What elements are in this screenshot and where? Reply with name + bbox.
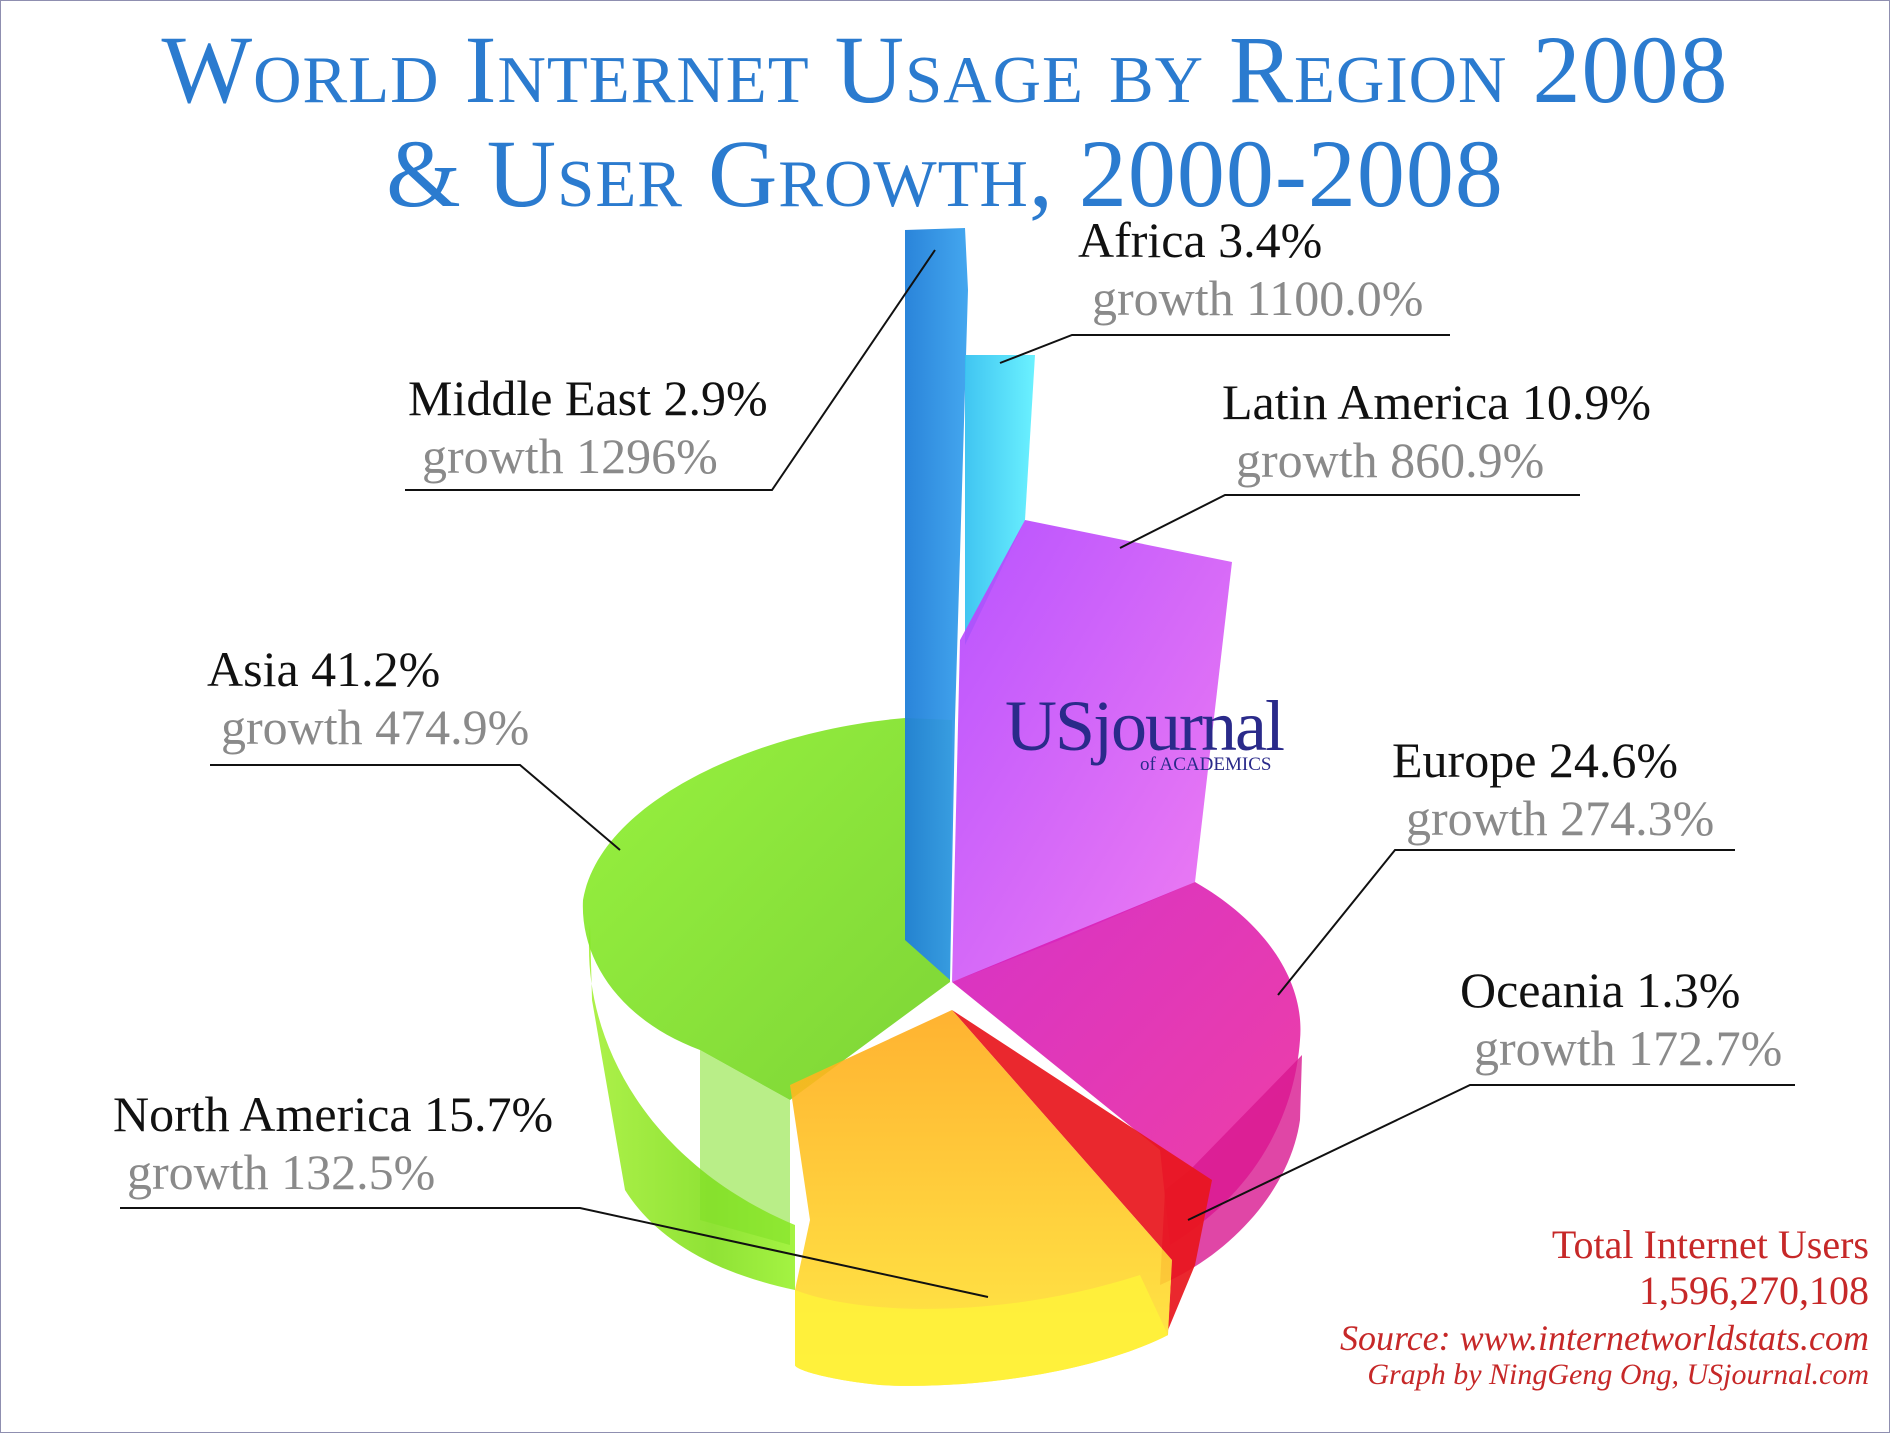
label-africa-name: Africa 3.4%: [1078, 212, 1323, 268]
label-oceania-growth: growth 172.7%: [1474, 1020, 1783, 1076]
label-north-america: North America 15.7% growth 132.5%: [113, 1085, 553, 1201]
label-middle-east-growth: growth 1296%: [422, 428, 718, 484]
leader-oceania: [1187, 1084, 1795, 1221]
label-latin-america-name: Latin America 10.9%: [1222, 374, 1652, 430]
label-latin-america-growth: growth 860.9%: [1236, 432, 1545, 488]
leader-africa: [999, 334, 1450, 364]
label-latin-america: Latin America 10.9% growth 860.9%: [1222, 373, 1651, 489]
label-north-america-growth: growth 132.5%: [127, 1144, 436, 1200]
label-middle-east-name: Middle East 2.9%: [408, 370, 768, 426]
label-europe: Europe 24.6% growth 274.3%: [1392, 731, 1714, 847]
label-middle-east: Middle East 2.9% growth 1296%: [408, 369, 768, 485]
leader-middle-east: [405, 249, 936, 491]
slice-asia-wall: [588, 925, 795, 1290]
slice-north-america-wall: [795, 1275, 1168, 1386]
slice-middle-east: [905, 228, 968, 980]
label-africa: Africa 3.4% growth 1100.0%: [1078, 211, 1423, 327]
label-europe-growth: growth 274.3%: [1406, 790, 1715, 846]
leader-latin-america: [1119, 494, 1580, 549]
slice-asia-inner: [700, 1050, 790, 1245]
label-europe-name: Europe 24.6%: [1392, 732, 1679, 788]
title-line-2: & User Growth, 2000-2008: [386, 120, 1504, 227]
title-line-1: World Internet Usage by Region 2008: [161, 16, 1729, 123]
label-asia-growth: growth 474.9%: [221, 699, 530, 755]
pie-slices: [582, 228, 1302, 1386]
label-africa-growth: growth 1100.0%: [1092, 270, 1424, 326]
leader-asia: [210, 764, 621, 851]
slice-north-america: [790, 1010, 1172, 1386]
leader-north-america: [120, 1207, 989, 1298]
graph-credit: Graph by NingGeng Ong, USjournal.com: [1367, 1358, 1869, 1391]
usjournal-logo-subtitle: of ACADEMICS: [1140, 754, 1272, 775]
label-north-america-name: North America 15.7%: [113, 1086, 554, 1142]
total-users-value: 1,596,270,108: [1639, 1268, 1869, 1313]
usjournal-logo: USjournal: [1005, 686, 1285, 766]
slice-africa: [965, 355, 1035, 645]
total-users-label: Total Internet Users: [1551, 1222, 1869, 1267]
slice-asia-top: [582, 718, 952, 1100]
chart-title: World Internet Usage by Region 2008 & Us…: [0, 18, 1890, 226]
source-credit: Source: www.internetworldstats.com: [1340, 1318, 1869, 1358]
leader-lines: [120, 249, 1795, 1298]
slice-oceania: [952, 1010, 1212, 1330]
label-asia-name: Asia 41.2%: [207, 641, 441, 697]
leader-europe: [1277, 849, 1735, 996]
label-oceania-name: Oceania 1.3%: [1460, 962, 1741, 1018]
label-oceania: Oceania 1.3% growth 172.7%: [1460, 961, 1782, 1077]
slice-latin-america: [952, 520, 1232, 982]
label-asia: Asia 41.2% growth 474.9%: [207, 640, 529, 756]
